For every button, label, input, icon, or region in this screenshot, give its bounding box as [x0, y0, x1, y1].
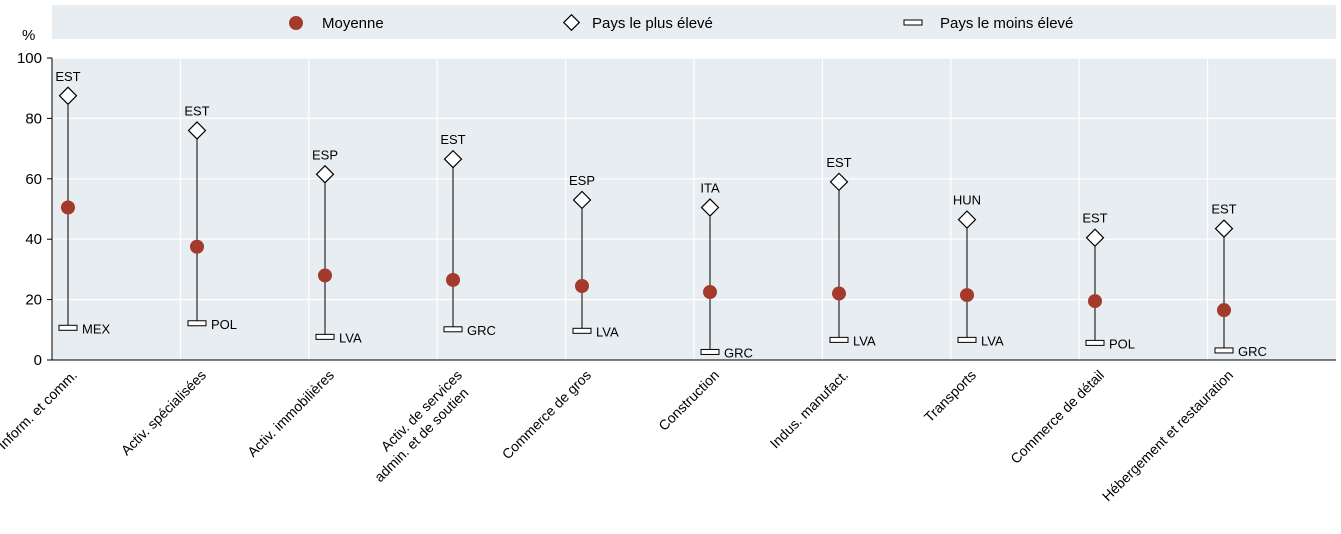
x-category-label: Inform. et comm.: [0, 367, 80, 453]
legend-mean-label: Moyenne: [322, 15, 384, 32]
mean-marker: [1088, 294, 1102, 309]
x-category-label-line: Indus. manufact.: [767, 367, 852, 452]
max-country-label: HUN: [953, 193, 981, 208]
min-country-label: LVA: [853, 333, 876, 348]
min-country-label: GRC: [467, 323, 496, 338]
max-marker: [1214, 219, 1234, 238]
legend-min-label: Pays le moins élevé: [940, 15, 1073, 32]
x-category-label: Activ. de servicesadmin. et de soutien: [359, 367, 477, 485]
max-marker: [572, 190, 592, 210]
min-marker: [829, 336, 849, 343]
y-tick-label: 0: [34, 352, 42, 369]
min-marker: [1085, 339, 1105, 346]
max-country-label: ESP: [312, 147, 338, 162]
category-group: LVA ESP: [569, 173, 619, 339]
max-country-label: ITA: [700, 180, 720, 195]
x-category-label-line: Activ. spécialisées: [118, 367, 209, 458]
min-country-label: MEX: [82, 321, 111, 336]
max-country-label: EST: [184, 103, 209, 118]
legend-min-marker: [903, 19, 923, 26]
x-category-label-line: Construction: [655, 367, 722, 434]
y-unit-label: %: [22, 27, 35, 44]
min-marker: [572, 327, 592, 334]
mean-marker: [575, 279, 589, 294]
legend: Moyenne Pays le plus élevé Pays le moins é…: [52, 5, 1336, 39]
x-category-label-line: Commerce de gros: [499, 367, 594, 462]
legend-max-marker: [562, 13, 581, 32]
legend-mean-marker: [289, 16, 303, 30]
mean-marker: [446, 272, 460, 287]
min-marker: [700, 348, 720, 355]
mean-marker: [960, 288, 974, 303]
category-group: GRC EST: [440, 132, 496, 338]
x-category-label: Construction: [655, 367, 722, 434]
y-tick-label: 20: [25, 292, 42, 309]
x-category-label-line: Transports: [921, 367, 979, 425]
max-marker: [957, 210, 977, 229]
max-marker: [1085, 228, 1105, 248]
legend-max-label: Pays le plus élevé: [592, 15, 713, 32]
min-country-label: POL: [211, 317, 237, 332]
min-marker: [187, 320, 207, 327]
min-marker: [315, 333, 335, 340]
mean-marker: [1217, 303, 1231, 318]
y-tick-label: 40: [25, 231, 42, 248]
category-group: GRC ITA: [700, 180, 753, 360]
min-marker: [957, 336, 977, 343]
min-country-label: POL: [1109, 336, 1135, 351]
category-group: MEX EST: [55, 69, 110, 337]
mean-marker: [703, 285, 717, 300]
y-tick-label: 80: [25, 110, 42, 127]
mean-marker: [832, 286, 846, 301]
plot-area: 0 20 40 60 80 100%: [17, 27, 1336, 369]
category-group: GRC EST: [1211, 202, 1267, 359]
max-country-label: ESP: [569, 173, 595, 188]
max-marker: [58, 86, 78, 106]
mean-marker: [318, 268, 332, 283]
x-category-label: Activ. immobilières: [244, 367, 337, 460]
chart-marks: MEX EST POL EST LVA ESP GRC EST LVA ESP GRC ITA LVA E…: [55, 69, 1267, 361]
x-category-label: Hébergement et restauration: [1099, 367, 1236, 504]
x-axis-labels: Inform. et comm. Activ. spécialisées Activ…: [0, 367, 1236, 504]
mean-marker: [61, 200, 75, 215]
max-country-label: EST: [1211, 202, 1236, 217]
max-marker: [700, 198, 720, 217]
x-category-label: Transports: [921, 367, 979, 425]
x-category-label: Indus. manufact.: [767, 367, 852, 452]
x-category-label-line: Commerce de détail: [1007, 367, 1107, 467]
category-group: LVA HUN: [953, 193, 1004, 349]
max-marker: [187, 121, 207, 140]
x-category-label-line: Hébergement et restauration: [1099, 367, 1236, 504]
category-group: POL EST: [184, 103, 237, 331]
x-category-label: Commerce de gros: [499, 367, 594, 462]
min-country-label: LVA: [596, 324, 619, 339]
max-country-label: EST: [440, 132, 465, 147]
max-country-label: EST: [826, 155, 851, 170]
max-marker: [443, 149, 463, 169]
max-country-label: EST: [55, 69, 80, 84]
min-country-label: LVA: [981, 333, 1004, 348]
x-category-label: Commerce de détail: [1007, 367, 1107, 467]
x-category-label-line: Activ. immobilières: [244, 367, 337, 460]
x-category-label: Activ. spécialisées: [118, 367, 209, 458]
min-marker: [1214, 347, 1234, 354]
min-marker: [58, 324, 78, 331]
category-group: LVA ESP: [312, 147, 362, 345]
y-tick-label: 60: [25, 171, 42, 188]
max-country-label: EST: [1082, 211, 1107, 226]
category-group: LVA EST: [826, 155, 876, 349]
min-marker: [443, 326, 463, 333]
x-category-label-line: Inform. et comm.: [0, 367, 80, 453]
max-marker: [315, 164, 335, 184]
min-country-label: GRC: [1238, 344, 1267, 359]
y-tick-label: 100: [17, 50, 42, 67]
mean-marker: [190, 239, 204, 254]
max-marker: [829, 172, 849, 192]
min-country-label: GRC: [724, 345, 753, 360]
legend-background: [52, 5, 1336, 39]
min-country-label: LVA: [339, 330, 362, 345]
category-group: POL EST: [1082, 211, 1135, 352]
